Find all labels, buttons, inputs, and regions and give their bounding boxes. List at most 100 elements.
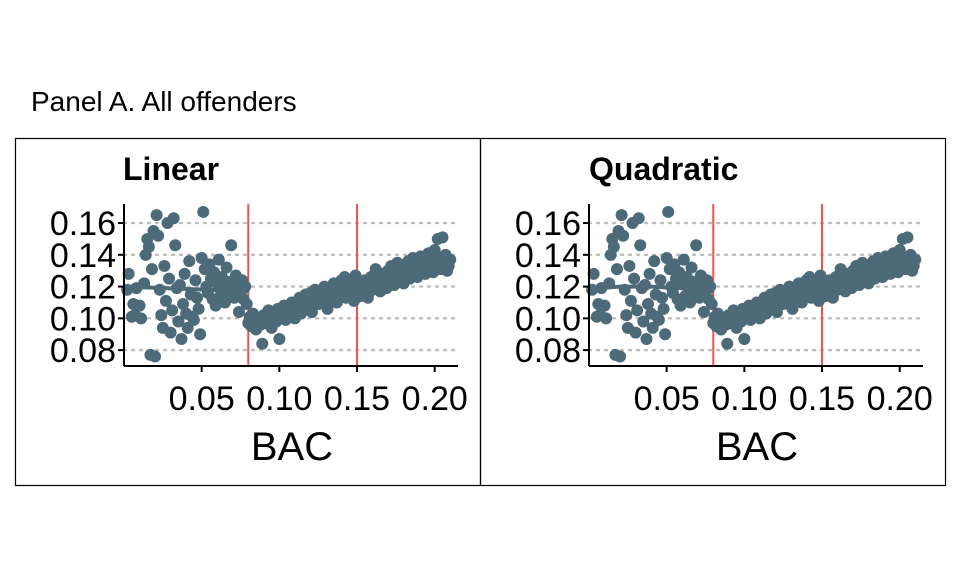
data-point <box>909 253 922 266</box>
x-axis-label: BAC <box>716 425 798 469</box>
data-point <box>444 253 457 266</box>
data-point <box>685 261 698 274</box>
data-point <box>721 337 734 350</box>
data-point <box>256 337 269 350</box>
x-tick-label: 0.15 <box>324 380 390 418</box>
data-point <box>192 302 205 315</box>
data-point <box>191 291 204 304</box>
data-point <box>598 299 611 312</box>
data-point <box>167 212 180 225</box>
data-point <box>629 326 642 339</box>
x-tick-label: 0.15 <box>789 380 855 418</box>
y-tick-label: 0.16 <box>50 205 116 243</box>
data-point <box>607 240 620 253</box>
data-point <box>652 313 665 326</box>
data-point <box>620 309 633 322</box>
data-point <box>634 239 647 252</box>
data-point <box>705 298 718 311</box>
data-point <box>640 333 653 345</box>
y-tick-label: 0.08 <box>515 332 581 370</box>
data-point <box>600 312 613 325</box>
data-point <box>643 267 656 280</box>
x-tick-label: 0.10 <box>246 380 312 418</box>
data-point <box>631 304 644 317</box>
data-point <box>172 315 185 328</box>
data-point <box>615 209 628 222</box>
y-tick-label: 0.14 <box>50 237 116 275</box>
data-point <box>142 240 155 253</box>
data-point <box>690 239 703 252</box>
data-point <box>155 309 168 322</box>
data-point <box>674 299 687 312</box>
data-point <box>178 267 191 280</box>
fit-line <box>588 284 714 294</box>
chart-title: Quadratic <box>589 151 738 187</box>
data-point <box>152 229 165 242</box>
data-point <box>163 272 176 285</box>
data-point <box>158 259 171 272</box>
data-point <box>212 253 225 266</box>
y-tick-label: 0.16 <box>515 205 581 243</box>
facet-border-quadratic <box>479 137 947 487</box>
x-axis-label: BAC <box>251 425 333 469</box>
panel-title: Panel A. All offenders <box>31 86 297 117</box>
x-tick-label: 0.05 <box>169 380 235 418</box>
data-point <box>657 302 670 315</box>
data-point <box>159 294 172 307</box>
data-point <box>901 231 914 244</box>
data-point <box>624 294 637 307</box>
data-point <box>436 231 449 244</box>
x-tick-label: 0.20 <box>402 380 468 418</box>
data-point <box>654 274 667 287</box>
data-point <box>617 229 630 242</box>
y-tick-label: 0.12 <box>50 269 116 307</box>
data-point <box>189 274 202 287</box>
data-point <box>220 261 233 274</box>
data-point <box>122 267 135 280</box>
data-point <box>166 304 179 317</box>
y-tick-label: 0.14 <box>515 237 581 275</box>
x-tick-label: 0.05 <box>634 380 700 418</box>
data-point <box>232 306 245 318</box>
data-point <box>240 298 253 311</box>
data-point <box>632 212 645 225</box>
data-point <box>677 253 690 266</box>
y-tick-label: 0.12 <box>515 269 581 307</box>
data-point <box>133 299 146 312</box>
x-tick-label: 0.10 <box>711 380 777 418</box>
data-point <box>194 328 207 341</box>
data-point <box>183 255 196 268</box>
data-point <box>610 263 623 276</box>
data-point <box>659 328 672 341</box>
data-point <box>177 298 190 311</box>
data-point <box>225 239 238 252</box>
data-point <box>697 306 710 318</box>
data-point <box>623 259 636 272</box>
data-point <box>637 315 650 328</box>
data-point <box>662 205 675 218</box>
data-point <box>642 298 655 311</box>
y-tick-label: 0.08 <box>50 332 116 370</box>
data-point <box>169 239 182 252</box>
data-point <box>209 299 222 312</box>
data-point <box>738 333 751 345</box>
data-point <box>175 333 188 345</box>
data-point <box>648 255 661 268</box>
data-point <box>656 291 669 304</box>
data-point <box>164 326 177 339</box>
fit-line <box>123 284 249 294</box>
data-point <box>197 205 210 218</box>
chart-title: Linear <box>123 151 219 187</box>
data-point <box>628 272 641 285</box>
data-point <box>273 333 286 345</box>
data-point <box>587 267 600 280</box>
data-point <box>150 209 163 222</box>
data-point <box>149 350 162 363</box>
x-tick-label: 0.20 <box>867 380 933 418</box>
y-tick-label: 0.10 <box>50 300 116 338</box>
data-point <box>187 313 200 326</box>
data-point <box>135 312 148 325</box>
